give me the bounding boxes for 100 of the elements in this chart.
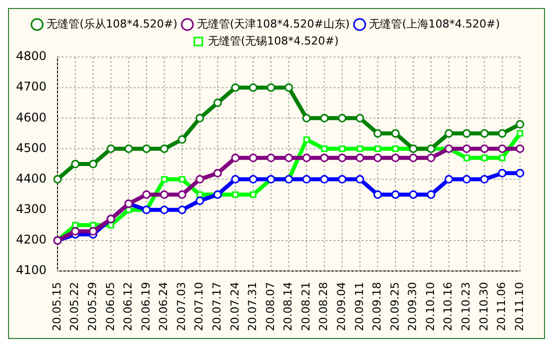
x-tick-label: 20.05.22 xyxy=(68,282,82,331)
point xyxy=(392,145,399,152)
point xyxy=(426,190,436,199)
legend-label: 无缝管(上海108*4.520#) xyxy=(369,17,500,30)
point xyxy=(160,190,169,199)
legend-label: 无缝管(无锡108*4.520#) xyxy=(208,34,339,48)
point xyxy=(196,196,204,205)
legend-label: 无缝管(天津108*4.520#山东) xyxy=(196,17,350,30)
point xyxy=(178,135,186,144)
point xyxy=(498,144,506,153)
point xyxy=(302,154,311,162)
point xyxy=(426,154,436,162)
point xyxy=(124,144,133,153)
y-tick-label: 4300 xyxy=(16,202,47,216)
point xyxy=(462,144,471,153)
point xyxy=(374,145,381,152)
point xyxy=(284,154,294,162)
x-tick-label: 20.09.11 xyxy=(352,282,366,331)
point xyxy=(391,190,400,199)
point xyxy=(250,191,256,198)
point xyxy=(71,160,80,168)
point xyxy=(266,83,276,92)
point xyxy=(409,154,418,162)
point xyxy=(480,129,489,138)
point xyxy=(356,154,364,162)
point xyxy=(391,154,400,162)
point xyxy=(88,227,98,236)
point xyxy=(338,114,346,122)
x-tick-label: 20.06.05 xyxy=(104,282,117,331)
point xyxy=(338,154,346,162)
point xyxy=(356,114,364,122)
point xyxy=(88,160,98,168)
x-tick-label: 20.10.10 xyxy=(424,282,437,331)
point xyxy=(178,206,186,214)
point xyxy=(462,129,471,138)
point xyxy=(480,144,489,153)
x-tick-label: 20.09.04 xyxy=(334,282,348,331)
point xyxy=(213,168,222,178)
x-tick-label: 20.09.18 xyxy=(370,282,384,331)
y-tick-label: 4500 xyxy=(16,140,47,155)
x-tick-label: 20.06.19 xyxy=(139,282,152,331)
point xyxy=(72,222,79,228)
point xyxy=(196,114,204,122)
point xyxy=(338,145,346,152)
point xyxy=(178,176,186,183)
point xyxy=(302,114,311,122)
legend-label: 无缝管(乐从108*4.520#) xyxy=(46,17,178,30)
point xyxy=(481,154,488,162)
point xyxy=(178,190,186,199)
point xyxy=(498,129,506,138)
x-tick-label: 20.09.25 xyxy=(388,282,402,331)
x-tick-label: 20.07.17 xyxy=(210,282,224,331)
x-tick-label: 20.08.21 xyxy=(299,282,312,331)
point xyxy=(516,168,524,178)
x-tick-label: 20.11.10 xyxy=(512,282,526,331)
point xyxy=(231,83,240,92)
point xyxy=(409,190,418,199)
x-tick-label: 20.10.30 xyxy=(477,282,490,331)
x-tick-label: 20.10.16 xyxy=(442,282,455,331)
x-tick-label: 20.07.24 xyxy=(228,282,242,331)
point xyxy=(303,136,310,143)
x-tick-label: 20.09.30 xyxy=(406,282,420,331)
point xyxy=(106,144,116,153)
point xyxy=(231,154,240,162)
point xyxy=(391,129,400,138)
point xyxy=(463,154,470,162)
point xyxy=(356,175,364,184)
point xyxy=(302,175,311,184)
point xyxy=(53,175,62,184)
point xyxy=(248,154,258,162)
point xyxy=(462,175,471,184)
point xyxy=(160,144,169,153)
x-tick-label: 20.07.03 xyxy=(174,282,188,331)
x-tick-label: 20.05.15 xyxy=(50,282,64,331)
point xyxy=(71,227,80,236)
x-tick-label: 20.05.29 xyxy=(86,282,99,331)
x-tick-label: 20.07.10 xyxy=(192,282,206,331)
point xyxy=(373,154,382,162)
y-tick-label: 4800 xyxy=(16,49,47,64)
point xyxy=(480,175,489,184)
x-tick-label: 20.08.28 xyxy=(317,282,330,331)
x-tick-label: 20.06.24 xyxy=(157,282,170,331)
point xyxy=(320,175,329,184)
x-tick-label: 20.08.07 xyxy=(264,282,277,331)
x-tick-label: 20.06.12 xyxy=(122,282,135,331)
point xyxy=(196,191,204,198)
point xyxy=(232,191,239,198)
point xyxy=(356,145,364,152)
point xyxy=(338,175,346,184)
x-tick-label: 20.08.14 xyxy=(282,282,295,331)
point xyxy=(231,175,240,184)
point xyxy=(321,145,328,152)
point xyxy=(498,168,506,178)
point xyxy=(444,175,454,184)
x-tick-label: 20.07.31 xyxy=(246,282,260,331)
point xyxy=(142,144,151,153)
y-tick-label: 4100 xyxy=(16,263,47,278)
point xyxy=(266,154,276,162)
x-tick-label: 20.11.06 xyxy=(495,282,508,331)
point xyxy=(444,129,454,138)
